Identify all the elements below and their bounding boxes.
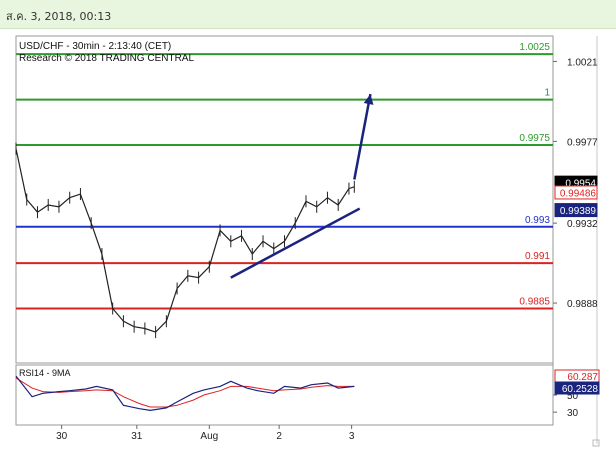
level-label-5: 0.9885 <box>519 297 550 308</box>
price-chart: 1.0025 1 0.9975 0.993 0.991 0.9885 1.0021 0.99… <box>15 35 600 447</box>
x-tick-label-1: 31 <box>131 431 143 442</box>
rsi-ma-line <box>15 377 355 408</box>
rsi-title: RSI14 - 9MA <box>19 368 71 378</box>
rsi-badge-label-0: 60.287 <box>567 372 598 383</box>
price-tick-label-1: 0.9977 <box>567 137 598 148</box>
datetime-label: ส.ค. 3, 2018, 00:13 <box>6 10 112 23</box>
rsi-line <box>15 375 355 412</box>
rsi-badge-1 <box>554 381 600 395</box>
price-tick-label-3: 0.9888 <box>567 299 598 310</box>
level-label-1: 1 <box>544 88 550 99</box>
projection-arrow-head <box>363 94 374 105</box>
x-tick-label-0: 30 <box>56 431 68 442</box>
price-tick-label-2: 0.9932 <box>567 219 598 230</box>
rsi-panel <box>15 364 554 426</box>
levels-layer: 1.0025 1 0.9975 0.993 0.991 0.9885 <box>16 42 553 310</box>
price-badge-label-2: 0.99389 <box>560 206 597 217</box>
series-layer <box>15 93 374 412</box>
level-label-4: 0.991 <box>525 251 550 262</box>
price-tick-label-0: 1.0021 <box>567 57 598 68</box>
chart-title: USD/CHF - 30min - 2:13:40 (CET) <box>19 41 171 52</box>
chart-subtitle: Research © 2018 TRADING CENTRAL <box>19 53 194 64</box>
rsi-tick-label-0: 50 <box>567 391 579 402</box>
chart-frame: 1.0025 1 0.9975 0.993 0.991 0.9885 1.0021 0.99… <box>0 28 616 454</box>
price-badge-label-1: 0.99486 <box>560 188 597 199</box>
trendline <box>230 207 361 279</box>
top-bar: ส.ค. 3, 2018, 00:13 <box>0 0 616 29</box>
x-tick-label-3: 2 <box>276 431 282 442</box>
level-label-2: 0.9975 <box>519 133 550 144</box>
level-label-3: 0.993 <box>525 215 550 226</box>
x-tick-label-2: Aug <box>200 431 218 442</box>
price-badge-1 <box>554 185 598 200</box>
price-panel <box>15 35 554 364</box>
price-badge-2 <box>554 203 598 218</box>
rsi-tick-label-1: 30 <box>567 408 579 419</box>
axis-layer: 1.0021 0.9977 0.9932 0.9888 50 30 30 31 Aug 2 3 <box>56 57 598 442</box>
price-badge-label-0: 0.9954 <box>565 179 596 190</box>
x-tick-label-4: 3 <box>349 431 355 442</box>
rsi-badge-label-1: 60.2528 <box>562 384 599 395</box>
resize-handle[interactable] <box>592 439 600 447</box>
level-label-0: 1.0025 <box>519 42 550 53</box>
projection-arrow-shaft <box>353 93 372 180</box>
